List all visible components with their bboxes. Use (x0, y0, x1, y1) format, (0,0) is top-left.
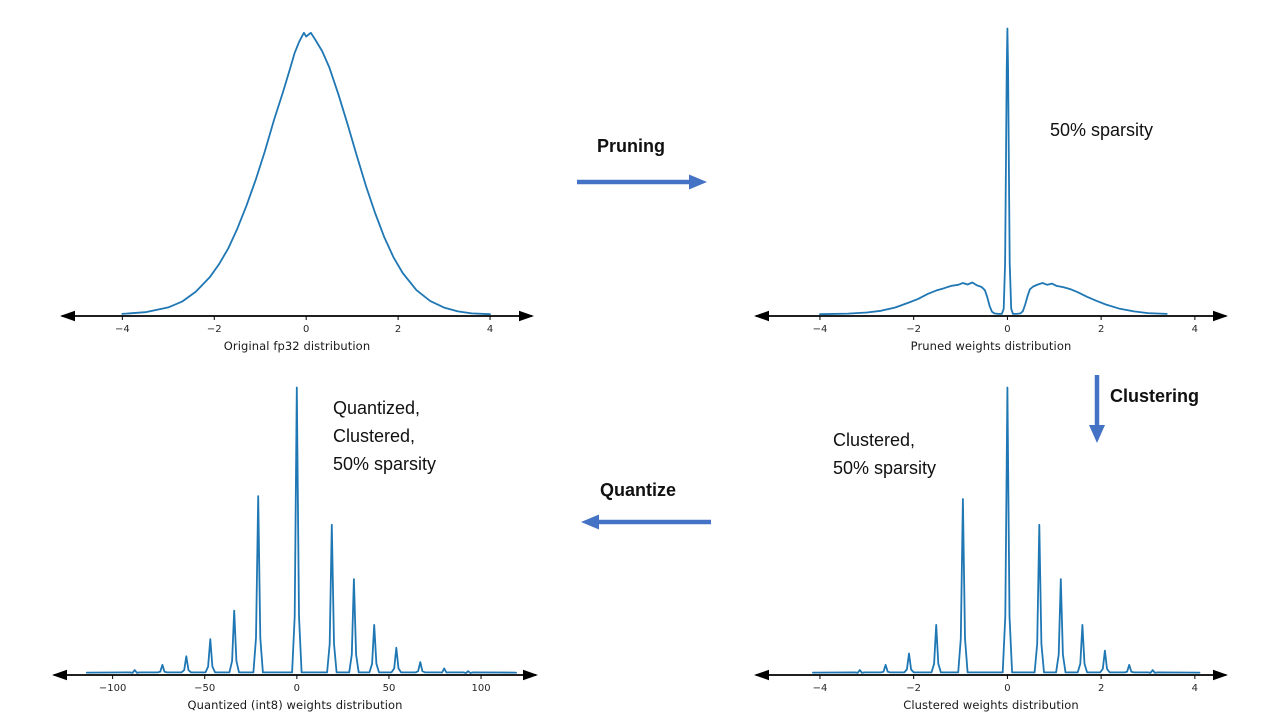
svg-text:0: 0 (303, 324, 309, 335)
chart-clustered-weights: −4 −2 0 2 4 Clustered weights distribution (752, 367, 1230, 712)
caption-original-fp32: Original fp32 distribution (223, 339, 371, 353)
plot-original-fp32: −4 −2 0 2 4 (60, 31, 534, 335)
pruning-label: Pruning (597, 136, 665, 156)
svg-text:−2: −2 (906, 683, 921, 694)
quantize-arrow-icon (581, 514, 711, 530)
svg-text:0: 0 (1004, 683, 1010, 694)
svg-text:2: 2 (1098, 683, 1104, 694)
svg-text:−2: −2 (906, 324, 921, 335)
svg-text:4: 4 (1192, 683, 1198, 694)
chart-quantized-weights: −100 −50 0 50 100 Quantized (int8) weights d… (50, 367, 540, 712)
svg-text:4: 4 (487, 324, 493, 335)
svg-text:−4: −4 (115, 324, 130, 335)
annotation-quantized-sparsity: Quantized, Clustered, 50% sparsity (333, 398, 437, 474)
caption-clustered-weights: Clustered weights distribution (903, 698, 1079, 712)
plot-clustered-weights: −4 −2 0 2 4 (754, 386, 1228, 694)
svg-text:−100: −100 (99, 683, 126, 694)
svg-text:−4: −4 (813, 324, 828, 335)
caption-pruned-weights: Pruned weights distribution (910, 339, 1072, 353)
svg-text:4: 4 (1192, 324, 1198, 335)
pruning-arrow-icon (577, 174, 707, 190)
plot-quantized-weights: −100 −50 0 50 100 (52, 386, 538, 694)
svg-text:−4: −4 (813, 683, 828, 694)
clustering-arrow-icon (1089, 375, 1105, 443)
chart-original-fp32: −4 −2 0 2 4 Original fp32 distribution (58, 8, 536, 353)
caption-quantized-weights: Quantized (int8) weights distribution (187, 698, 403, 712)
svg-text:−50: −50 (194, 683, 215, 694)
svg-text:50: 50 (383, 683, 396, 694)
annotation-pruned-sparsity: 50% sparsity (1050, 120, 1154, 140)
svg-text:−2: −2 (207, 324, 222, 335)
svg-text:100: 100 (472, 683, 491, 694)
svg-text:2: 2 (395, 324, 401, 335)
clustering-label: Clustering (1110, 386, 1200, 406)
svg-text:0: 0 (1004, 324, 1010, 335)
svg-text:2: 2 (1098, 324, 1104, 335)
quantize-label: Quantize (600, 480, 677, 500)
chart-pruned-weights: −4 −2 0 2 4 Pruned weights distribution (752, 8, 1230, 353)
plot-pruned-weights: −4 −2 0 2 4 (754, 27, 1228, 335)
annotation-clustered-sparsity: Clustered, 50% sparsity (833, 430, 937, 478)
svg-text:0: 0 (294, 683, 300, 694)
